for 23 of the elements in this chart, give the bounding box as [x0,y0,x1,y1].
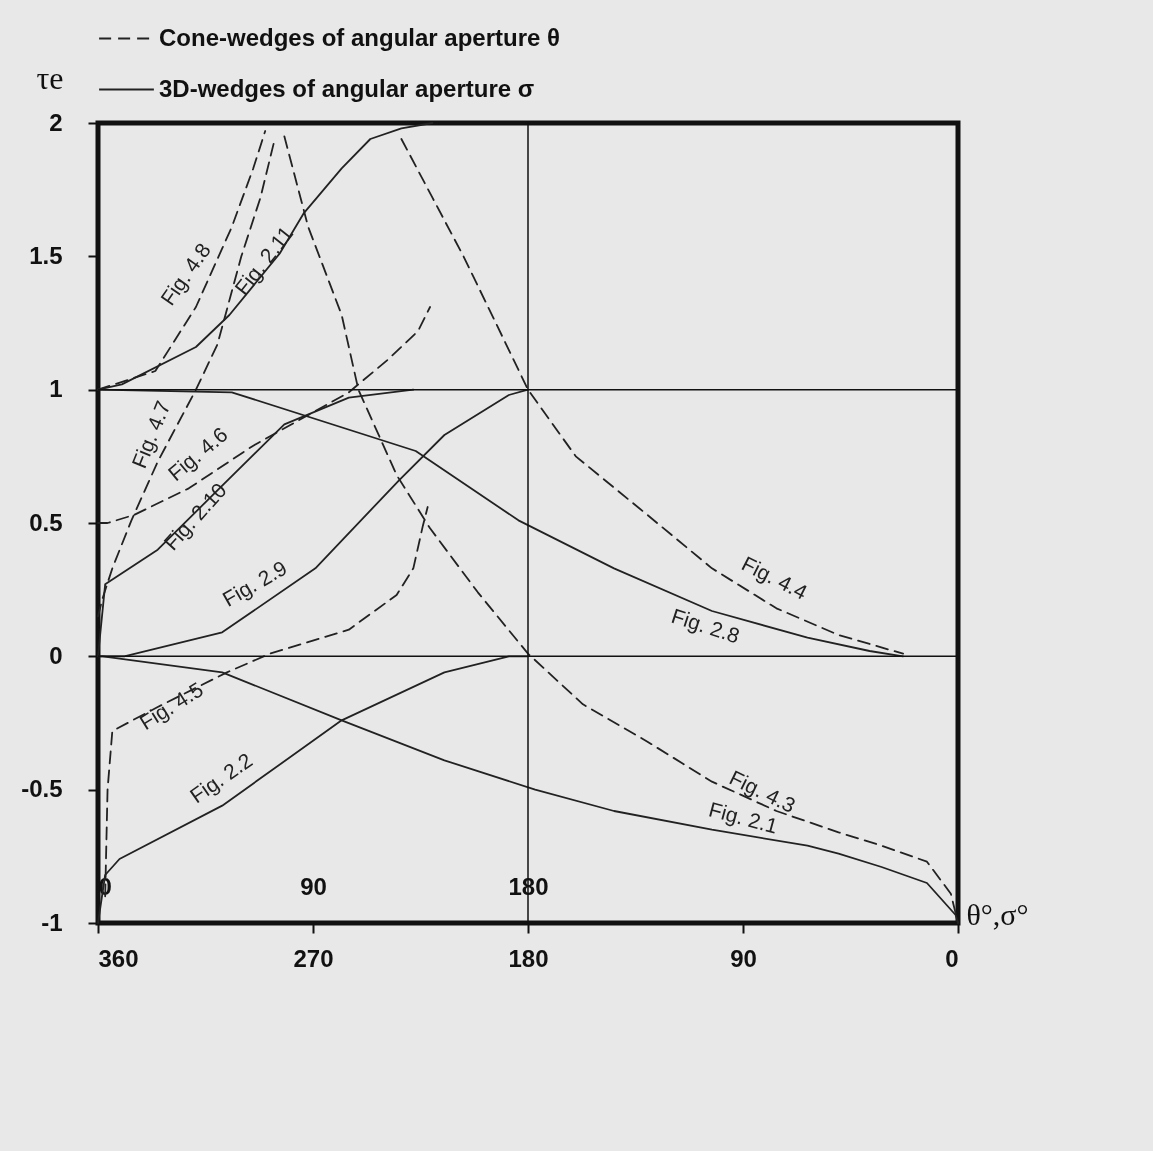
y-tick-label: 0.5 [29,508,63,536]
text: Fig. 2.8 [668,603,743,648]
text: Fig. 4.4 [738,551,812,604]
y-axis-title: τe [36,59,64,96]
text: Cone-wedges of angular aperture θ [159,23,561,51]
text: Fig. 4.8 [155,238,215,310]
x-tick-label: 0 [945,944,959,972]
text: Fig. 2.9 [218,555,291,611]
x-tick-label: 270 [293,944,334,972]
y-tick-label: 2 [49,108,63,136]
x-tick-label: 180 [508,944,549,972]
x-tick-label: 90 [730,944,757,972]
y-tick-label: 1 [49,375,63,403]
y-tick-label: 1.5 [29,241,63,269]
x2-tick-label: 90 [300,872,327,900]
y-tick-label: -1 [41,908,63,936]
y-tick-label: 0 [49,641,63,669]
text: Fig. 2.2 [185,748,257,808]
x-tick-label: 360 [98,944,139,972]
text: Fig. 4.5 [135,677,207,735]
y-tick-label: -0.5 [21,775,63,803]
text: 3D-wedges of angular aperture σ [159,74,535,102]
x-axis-title: θ°,σ° [966,897,1029,931]
